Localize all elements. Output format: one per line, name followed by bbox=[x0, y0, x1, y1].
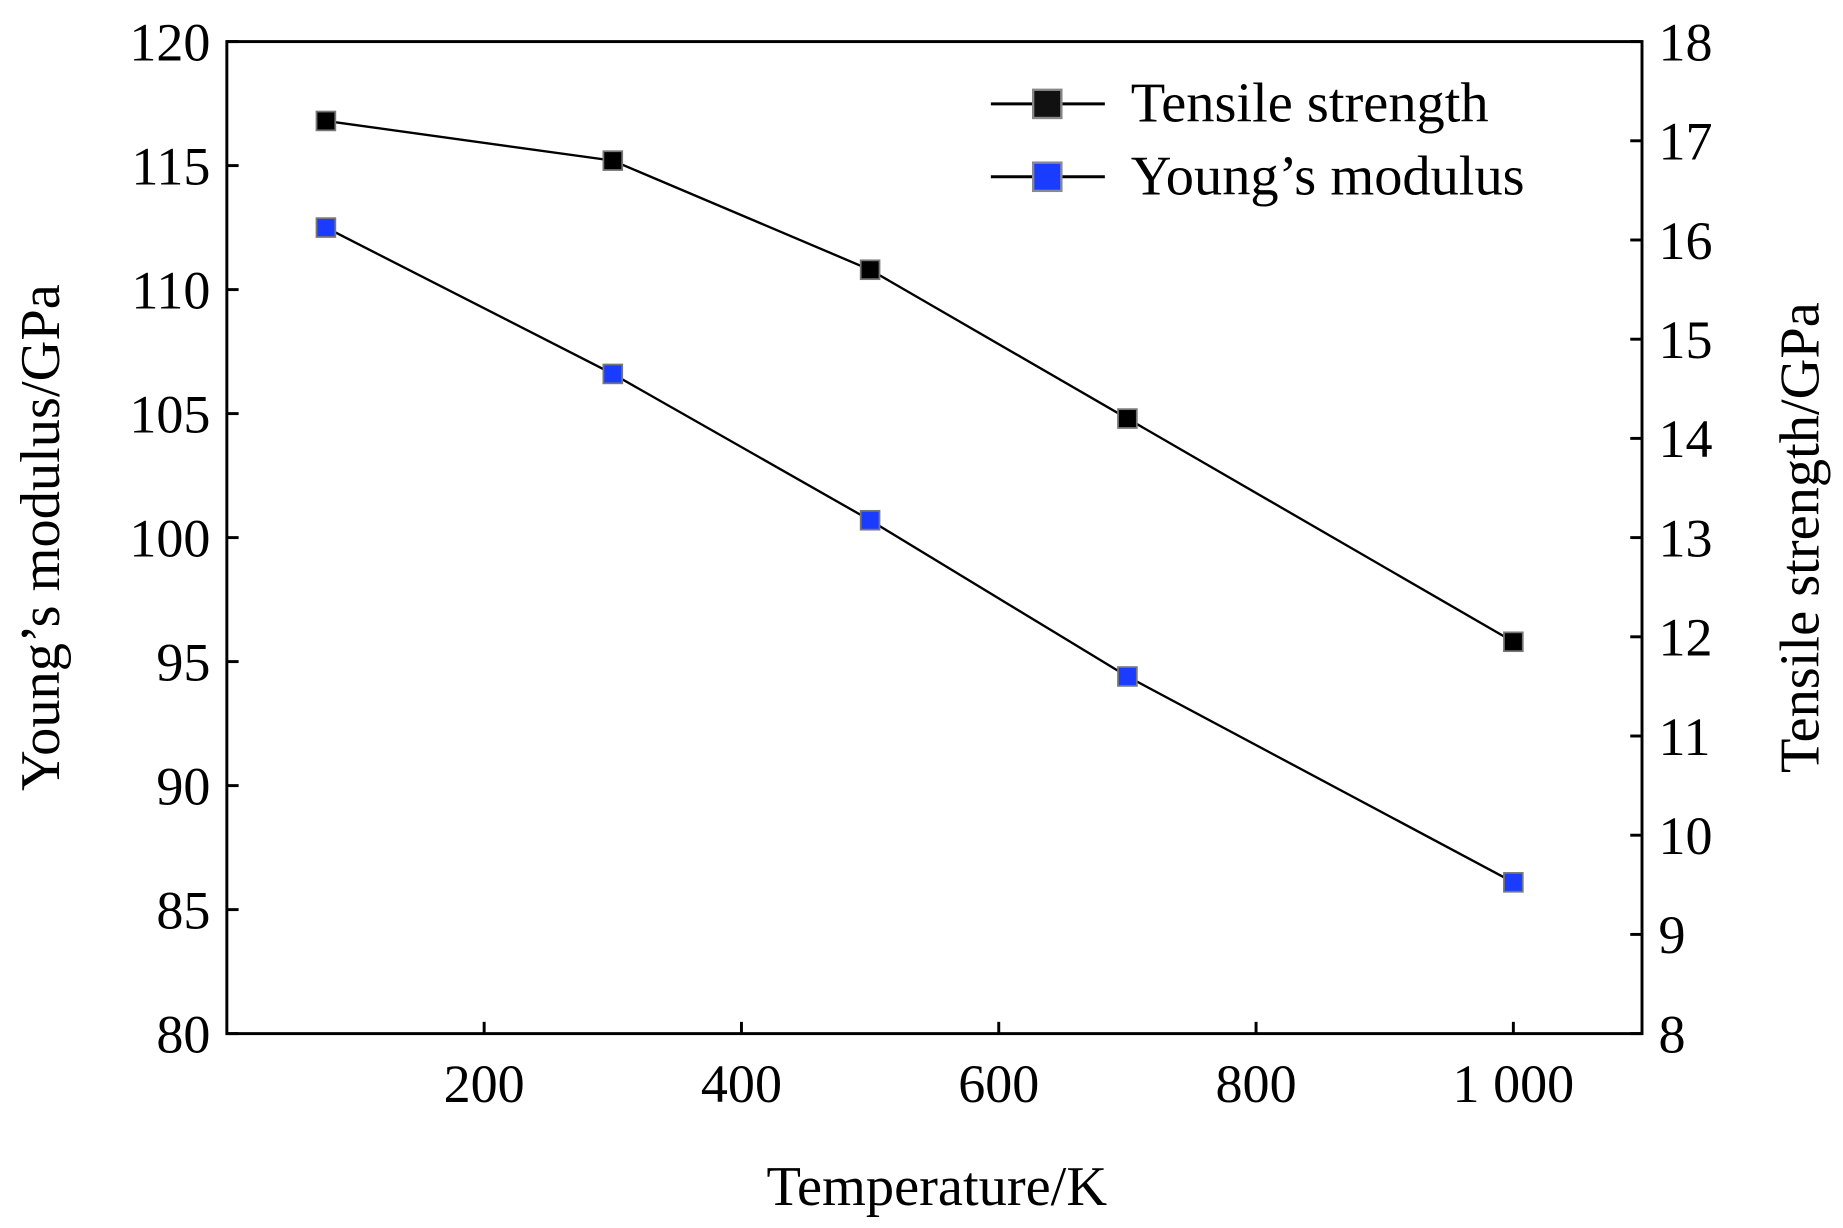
legend-marker-tensile bbox=[1031, 88, 1063, 120]
x-tick-label: 1 000 bbox=[1453, 1054, 1575, 1114]
data-point-tensile-strength bbox=[602, 150, 624, 171]
legend-marker-youngs bbox=[1031, 161, 1063, 193]
y2-tick-label: 12 bbox=[1658, 608, 1712, 668]
y2-tick-label: 9 bbox=[1658, 905, 1685, 965]
y-tick-label: 100 bbox=[129, 508, 210, 568]
y2-axis-label: Tensile strength/GPa bbox=[1769, 302, 1831, 773]
data-point-young-s-modulus bbox=[1117, 666, 1138, 687]
data-point-tensile-strength bbox=[315, 110, 337, 132]
y2-tick-label: 10 bbox=[1658, 806, 1712, 866]
data-point-tensile-strength bbox=[859, 259, 881, 281]
y2-tick-label: 11 bbox=[1658, 707, 1710, 767]
data-point-tensile-strength bbox=[1117, 408, 1138, 429]
y2-tick-label: 17 bbox=[1658, 112, 1712, 172]
y-tick-label: 115 bbox=[131, 136, 210, 196]
y2-tick-label: 8 bbox=[1658, 1004, 1685, 1064]
legend-label-youngs: Young’s modulus bbox=[1131, 145, 1525, 207]
y-tick-label: 85 bbox=[156, 880, 210, 940]
y-tick-label: 90 bbox=[156, 756, 210, 816]
data-point-tensile-strength bbox=[1503, 631, 1524, 653]
x-tick-label: 200 bbox=[444, 1054, 525, 1114]
y-axis-label: Young’s modulus/GPa bbox=[10, 284, 72, 791]
y-tick-label: 95 bbox=[156, 632, 210, 692]
y2-tick-label: 14 bbox=[1658, 409, 1712, 469]
data-point-young-s-modulus bbox=[1503, 872, 1524, 893]
legend-label-tensile: Tensile strength bbox=[1131, 73, 1489, 135]
x-tick-label: 800 bbox=[1216, 1054, 1297, 1114]
series-line-young-s-modulus bbox=[325, 226, 1514, 884]
data-point-young-s-modulus bbox=[859, 509, 881, 531]
legend: Tensile strength Young’s modulus bbox=[990, 73, 1525, 207]
x-tick-label: 600 bbox=[958, 1054, 1039, 1114]
data-point-young-s-modulus bbox=[602, 363, 624, 385]
y-tick-label: 120 bbox=[129, 12, 210, 72]
y2-tick-label: 16 bbox=[1658, 211, 1712, 271]
y2-tick-label: 13 bbox=[1658, 508, 1712, 568]
data-point-young-s-modulus bbox=[315, 217, 337, 238]
x-axis-label: Temperature/K bbox=[766, 1156, 1107, 1218]
y-tick-label: 110 bbox=[131, 260, 210, 320]
y-tick-label: 80 bbox=[156, 1004, 210, 1064]
x-tick-label: 400 bbox=[701, 1054, 782, 1114]
y2-tick-label: 15 bbox=[1658, 310, 1712, 370]
y2-tick-label: 18 bbox=[1658, 12, 1712, 72]
y-tick-label: 105 bbox=[129, 384, 210, 444]
